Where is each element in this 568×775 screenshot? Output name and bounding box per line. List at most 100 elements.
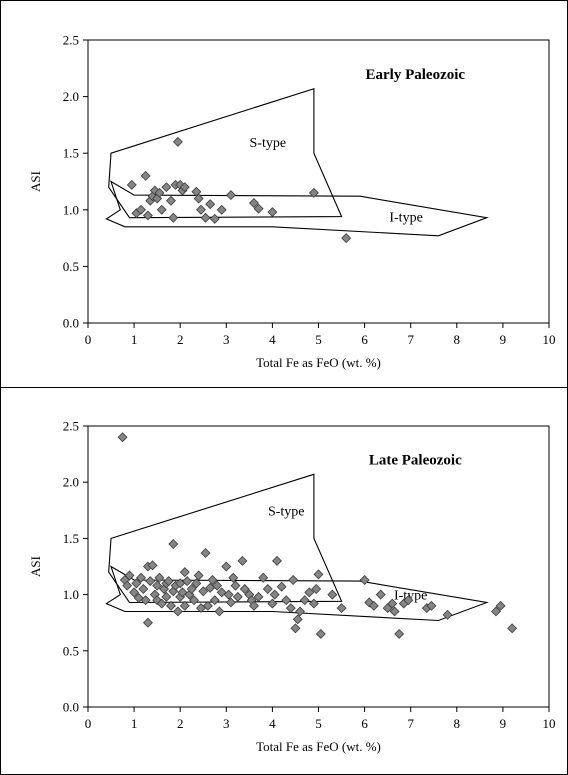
data-point [154, 572, 165, 583]
data-point [290, 623, 301, 634]
data-point [140, 595, 151, 606]
x-tick-label: 7 [407, 332, 414, 347]
data-point [387, 598, 398, 609]
plot-area [87, 39, 550, 324]
data-point [186, 584, 197, 594]
data-point [152, 595, 163, 606]
data-point [191, 578, 202, 589]
data-point [359, 575, 370, 585]
x-tick-label: 8 [454, 332, 461, 347]
data-point [154, 187, 165, 198]
x-tick-label: 1 [131, 716, 138, 731]
x-tick-label: 3 [223, 716, 230, 731]
data-point [403, 595, 414, 606]
data-point [193, 570, 204, 581]
s-type-field-label: S-type [268, 504, 305, 519]
data-point [368, 600, 379, 611]
chart-title: Early Paleozoic [366, 67, 466, 83]
data-point [142, 617, 153, 628]
data-point [267, 598, 278, 609]
y-tick-label: 1.5 [63, 146, 79, 161]
data-point [267, 207, 278, 218]
x-tick-label: 2 [177, 716, 184, 731]
data-point [285, 603, 296, 614]
data-point [239, 584, 250, 594]
data-point [491, 606, 501, 617]
data-point [179, 600, 190, 611]
data-point [258, 572, 269, 583]
data-point [163, 576, 174, 587]
data-point [281, 595, 292, 606]
data-point [221, 561, 232, 572]
s-type-field [108, 473, 343, 604]
data-point [495, 600, 506, 611]
x-tick-label: 0 [85, 716, 92, 731]
x-tick-label: 6 [361, 716, 368, 731]
data-point [272, 555, 282, 566]
x-tick-label: 5 [315, 716, 322, 731]
i-type-field [105, 565, 489, 622]
data-point [269, 589, 280, 600]
data-point [341, 233, 352, 244]
early-paleozoic-chart: 0 1 2 3 4 5 6 7 8 9 10 0.0 0.5 1.0 1.5 2.0 2.5 Total Fe a… [28, 33, 556, 371]
data-point [288, 575, 299, 585]
data-point [295, 606, 306, 617]
data-point [182, 576, 193, 587]
data-point [253, 203, 264, 214]
data-point [364, 597, 375, 608]
data-point [304, 587, 315, 598]
data-point [136, 572, 146, 583]
data-point [299, 595, 310, 606]
data-point [216, 204, 227, 215]
x-tick-label: 8 [454, 716, 461, 731]
data-point [200, 212, 211, 223]
data-point [327, 589, 338, 600]
plot-area [87, 425, 550, 708]
data-point [136, 204, 146, 215]
data-point [161, 182, 172, 193]
data-point [442, 609, 453, 620]
y-tick-label: 0.0 [63, 700, 79, 715]
data-point [223, 589, 234, 600]
data-point [122, 580, 133, 591]
y-axis-label: ASI [28, 171, 43, 192]
x-tick-label: 9 [500, 716, 507, 731]
data-point [253, 591, 264, 602]
y-tick-label: 0.0 [63, 316, 79, 331]
data-point [202, 600, 213, 611]
data-point [248, 198, 259, 208]
data-point [315, 628, 326, 639]
data-point [179, 182, 190, 193]
data-point [230, 580, 241, 591]
data-point [166, 195, 176, 206]
x-tick-label: 3 [223, 332, 230, 347]
data-point [200, 548, 211, 558]
data-point [152, 580, 163, 591]
data-point [172, 136, 183, 147]
x-tick-label: 0 [85, 332, 92, 347]
data-point [214, 606, 225, 617]
y-tick-label: 2.0 [63, 89, 79, 104]
data-point [237, 555, 248, 566]
x-tick-label: 4 [269, 716, 276, 731]
data-point [156, 598, 167, 609]
data-point [225, 190, 236, 201]
data-point [507, 623, 518, 634]
s-type-field [108, 87, 343, 219]
y-tick-label: 0.5 [63, 643, 79, 658]
data-point [126, 179, 137, 190]
data-point [292, 614, 303, 625]
i-type-field [105, 180, 489, 237]
data-point [147, 560, 158, 571]
data-point [161, 591, 172, 602]
data-point [209, 213, 220, 224]
data-point [228, 572, 239, 583]
x-tick-label: 6 [361, 332, 368, 347]
x-axis-label: Total Fe as FeO (wt. %) [256, 355, 381, 370]
data-point [124, 570, 135, 581]
y-tick-label: 2.5 [63, 419, 79, 434]
data-point [142, 210, 153, 221]
data-point [311, 584, 322, 594]
x-tick-label: 1 [131, 332, 138, 347]
